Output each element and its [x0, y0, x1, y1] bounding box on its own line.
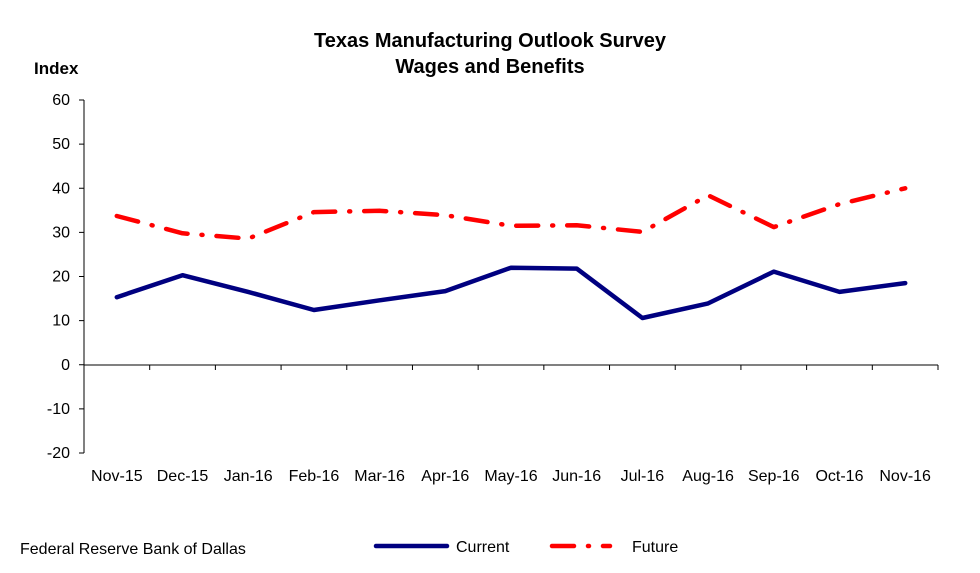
x-tick-label: Sep-16	[748, 468, 800, 485]
source-note: Federal Reserve Bank of Dallas	[20, 541, 246, 558]
x-tick-label: Mar-16	[354, 468, 405, 485]
x-tick-label: Jul-16	[621, 468, 665, 485]
chart-subtitle: Wages and Benefits	[395, 56, 585, 78]
x-tick-label: Dec-15	[157, 468, 209, 485]
legend-label-current: Current	[456, 539, 510, 556]
y-tick-label: 40	[52, 180, 70, 197]
chart-legend: Current Future	[373, 539, 678, 556]
x-tick-label: Nov-16	[879, 468, 931, 485]
y-tick-label: -10	[47, 401, 70, 418]
legend-label-future: Future	[632, 539, 678, 556]
x-tick-label: Jan-16	[224, 468, 273, 485]
x-tick-label: Jun-16	[552, 468, 601, 485]
y-tick-label: 10	[52, 313, 70, 330]
y-tick-label: -20	[47, 445, 70, 462]
x-tick-label: Nov-15	[91, 468, 143, 485]
x-tick-label: Apr-16	[421, 468, 469, 485]
y-tick-label: 30	[52, 224, 70, 241]
chart-axes: -20 -10 0 10 20 30 40 50 60 Nov-15 Dec-15 Jan-16 Feb…	[47, 92, 939, 485]
x-tick-label: May-16	[484, 468, 537, 485]
series-line-current	[114, 265, 908, 321]
y-axis-label: Index	[34, 59, 79, 78]
y-tick-label: 20	[52, 269, 70, 286]
y-tick-label: 50	[52, 136, 70, 153]
x-tick-label: Feb-16	[289, 468, 340, 485]
series-line-future	[114, 186, 908, 241]
chart-title: Texas Manufacturing Outlook Survey	[314, 30, 666, 52]
y-tick-label: 0	[61, 357, 70, 374]
x-tick-label: Aug-16	[682, 468, 734, 485]
y-tick-label: 60	[52, 92, 70, 109]
x-tick-label: Oct-16	[815, 468, 863, 485]
chart-series	[114, 186, 908, 321]
